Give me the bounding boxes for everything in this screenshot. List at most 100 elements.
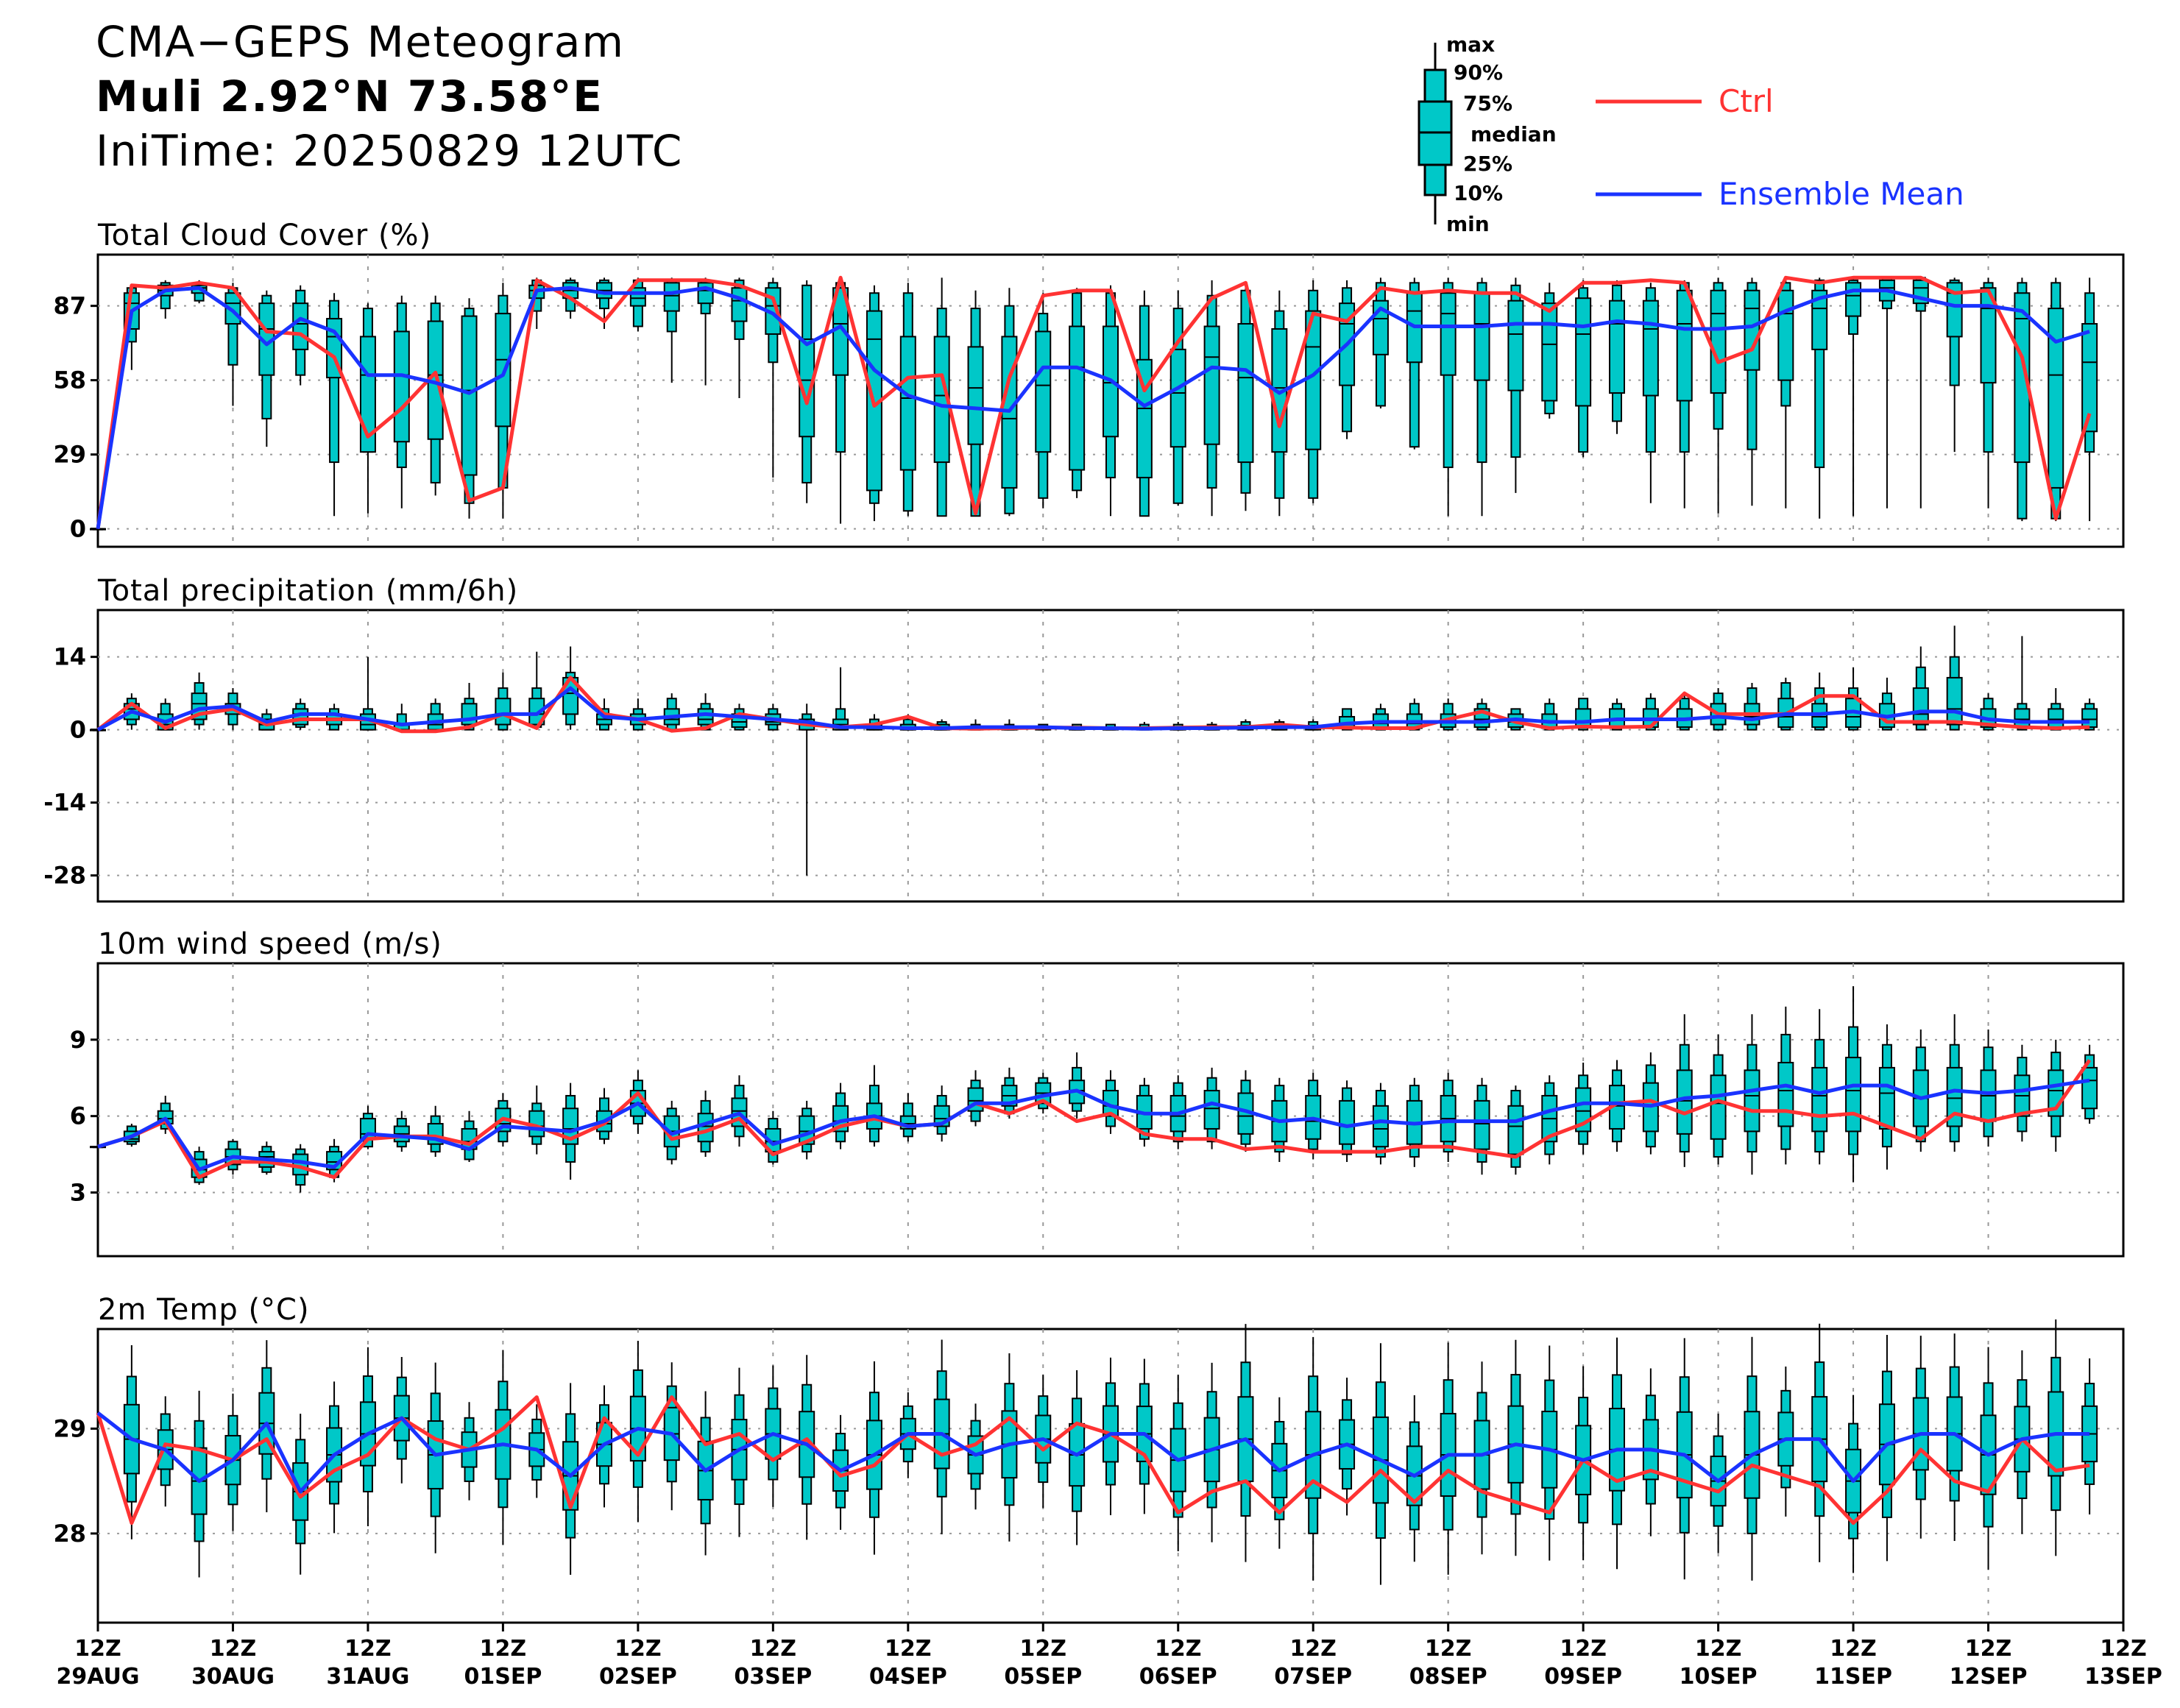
box-18 [697,277,714,386]
box-59 [2081,1358,2098,1514]
box-inner [1676,289,1693,402]
box-33 [1203,1067,1220,1149]
box-13 [528,651,545,730]
box-4 [224,283,241,406]
y-tick-label: 14 [53,643,86,671]
box-0 [90,729,106,731]
x-tick-date: 30AUG [191,1664,275,1690]
y-tick-label: 58 [53,366,86,394]
box-36 [1305,280,1322,503]
x-tick-time: 12Z [1425,1636,1472,1662]
box-29 [1069,288,1086,498]
x-tick-date: 08SEP [1409,1664,1487,1690]
x-tick-time: 12Z [480,1636,527,1662]
box-inner [1946,282,1963,338]
legend-label-90: 90% [1454,60,1503,85]
box-inner [2014,292,2031,464]
box-13 [528,1085,545,1155]
panel-title: 2m Temp (°C) [98,1293,310,1327]
panel-2: Total precipitation (mm/6h) -28 -14 0 14 [43,574,2125,903]
x-tick-time: 12Z [1695,1636,1742,1662]
box-inner [1237,323,1254,464]
chart-title: CMA−GEPS Meteogram [96,17,625,67]
box-inner [663,282,680,312]
box-57 [2014,636,2031,731]
box-44 [1575,1062,1592,1155]
y-tick-label: -28 [43,862,86,890]
box-inner [1136,358,1153,478]
box-inner [1710,289,1727,394]
box-inner [799,338,815,438]
legend-mean-label: Ensemble Mean [1719,176,1964,212]
box-12 [495,672,512,731]
panel-4: 2m Temp (°C) 28 29 [53,1293,2125,1624]
ensemble-mean-line [96,686,2090,731]
box-43 [1541,283,1558,419]
box-33 [1203,280,1220,517]
ensemble-mean-line [96,1411,2090,1494]
box-56 [1980,1347,1997,1570]
box-10 [427,295,444,496]
x-tick-date: 13SEP [2084,1664,2162,1690]
box-inner [1777,289,1794,381]
box-10 [427,698,444,731]
box-42 [1507,277,1524,493]
box-32 [1169,1375,1186,1551]
box-inner [697,708,714,726]
box-58 [2048,1319,2064,1556]
x-tick-time: 12Z [885,1636,932,1662]
box-3 [191,1390,208,1578]
box-18 [697,1391,714,1556]
y-tick-label: 9 [70,1026,86,1054]
box-34 [1237,283,1254,511]
box-inner [2048,308,2064,489]
box-49 [1744,277,1760,506]
box-47 [1676,1014,1693,1167]
box-36 [1305,1072,1322,1160]
box-inner [1946,1066,1963,1127]
box-10 [427,1105,444,1158]
ctrl-line [96,275,2092,529]
box-inner [1676,1069,1693,1135]
box-inner [292,302,309,350]
box-51 [1811,277,1828,519]
box-46 [1642,283,1659,503]
box-inner [1203,325,1220,445]
x-tick-date: 10SEP [1680,1664,1758,1690]
box-43 [1541,1075,1558,1165]
box-58 [2048,1039,2064,1152]
box-9 [393,1110,410,1152]
x-tick-time: 12Z [2100,1636,2147,1662]
y-tick-label: -14 [43,789,86,817]
box-inner [1473,292,1490,381]
ctrl-line [96,1395,2090,1525]
x-tick-date: 07SEP [1274,1664,1352,1690]
box-22 [832,1082,849,1149]
box-52 [1845,277,1862,517]
box-inner [1710,1074,1727,1140]
box-inner [1878,1066,1895,1130]
location-title: Muli 2.92°N 73.58°E [96,71,604,121]
x-tick-time: 12Z [1965,1636,2012,1662]
box-48 [1710,277,1727,514]
box-37 [1339,280,1356,439]
x-tick-time: 12Z [1830,1636,1877,1662]
box-57 [2014,277,2031,522]
box-48 [1710,1414,1727,1553]
box-51 [1811,672,1828,731]
x-tick-date: 01SEP [464,1664,542,1690]
legend-ctrl-label: Ctrl [1719,83,1774,119]
y-tick-label: 0 [70,515,86,543]
box-26 [967,290,984,517]
box-21 [799,704,815,876]
panels: Total Cloud Cover (%) 0 29 58 87 Total precip… [43,219,2125,1624]
box-55 [1946,1014,1963,1152]
panel-frame [96,962,2125,1258]
ensemble-mean-line [96,286,2090,529]
box-inner [528,698,545,726]
legend-label-75: 75% [1463,91,1512,116]
box-inner [1575,297,1592,407]
box-39 [1406,277,1423,450]
box-57 [2014,1044,2031,1142]
box-50 [1777,677,1794,731]
